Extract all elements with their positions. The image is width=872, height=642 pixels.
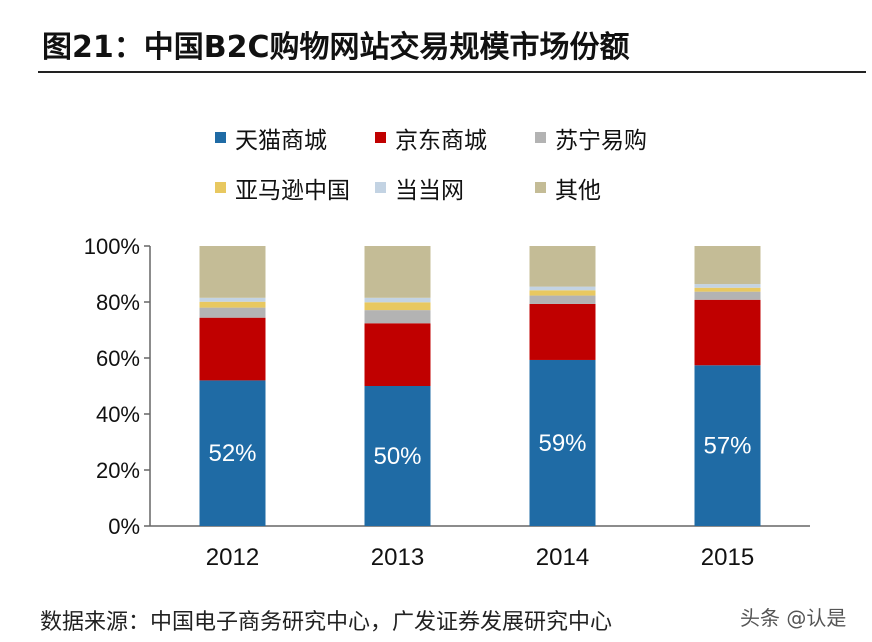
bar-segment-2012-2 — [199, 307, 266, 318]
legend-swatch — [375, 132, 386, 143]
source-note: 数据来源：中国电子商务研究中心，广发证券发展研究中心 — [40, 610, 613, 635]
bar-segment-2014-3 — [529, 290, 596, 296]
data-label: 52% — [208, 440, 256, 467]
bar-segment-2013-4 — [364, 297, 431, 303]
bar-segment-2013-1 — [364, 323, 431, 386]
bar-segment-2014-4 — [529, 286, 596, 291]
legend-swatch — [215, 132, 226, 143]
bar-segment-2015-2 — [694, 291, 761, 300]
bar-segment-2012-0 — [199, 380, 266, 526]
y-tick-label: 0% — [108, 514, 140, 539]
x-tick-label: 2012 — [206, 544, 259, 571]
bar-segment-2013-5 — [364, 246, 431, 298]
bar-segment-2014-0 — [529, 359, 596, 526]
legend-label: 苏宁易购 — [555, 128, 647, 154]
bar-segment-2014-5 — [529, 246, 596, 287]
legend-label: 当当网 — [395, 178, 464, 204]
y-tick-label: 60% — [96, 346, 140, 371]
legend-label: 其他 — [555, 178, 601, 204]
bar-segment-2012-5 — [199, 246, 266, 298]
bar-segment-2012-3 — [199, 301, 266, 308]
y-tick-label: 20% — [96, 458, 140, 483]
legend-swatch — [535, 182, 546, 193]
x-tick-label: 2014 — [536, 544, 589, 571]
data-label: 57% — [703, 433, 751, 460]
bar-segment-2013-3 — [364, 302, 431, 311]
y-tick-label: 40% — [96, 402, 140, 427]
y-tick-label: 80% — [96, 290, 140, 315]
legend-swatch — [215, 182, 226, 193]
bar-segment-2013-0 — [364, 386, 431, 526]
bar-segment-2014-1 — [529, 303, 596, 360]
data-label: 59% — [538, 430, 586, 457]
bar-segment-2015-0 — [694, 365, 761, 526]
legend-label: 京东商城 — [395, 128, 487, 154]
bar-segment-2015-1 — [694, 299, 761, 366]
bar-segment-2012-4 — [199, 297, 266, 302]
bar-segment-2013-2 — [364, 310, 431, 324]
legend-swatch — [535, 132, 546, 143]
x-tick-label: 2013 — [371, 544, 424, 571]
y-tick-label: 100% — [84, 234, 140, 259]
legend-label: 亚马逊中国 — [235, 178, 350, 204]
data-label: 50% — [373, 443, 421, 470]
bar-segment-2015-3 — [694, 287, 761, 292]
bar-segment-2015-5 — [694, 246, 761, 285]
watermark: 头条 @认是 — [740, 606, 847, 630]
bar-segment-2014-2 — [529, 295, 596, 304]
bar-segment-2015-4 — [694, 284, 761, 288]
x-tick-label: 2015 — [701, 544, 754, 571]
title-divider — [38, 71, 866, 73]
legend-swatch — [375, 182, 386, 193]
bar-segment-2012-1 — [199, 317, 266, 381]
legend-label: 天猫商城 — [235, 128, 327, 154]
chart-title: 图21：中国B2C购物网站交易规模市场份额 — [42, 30, 630, 65]
